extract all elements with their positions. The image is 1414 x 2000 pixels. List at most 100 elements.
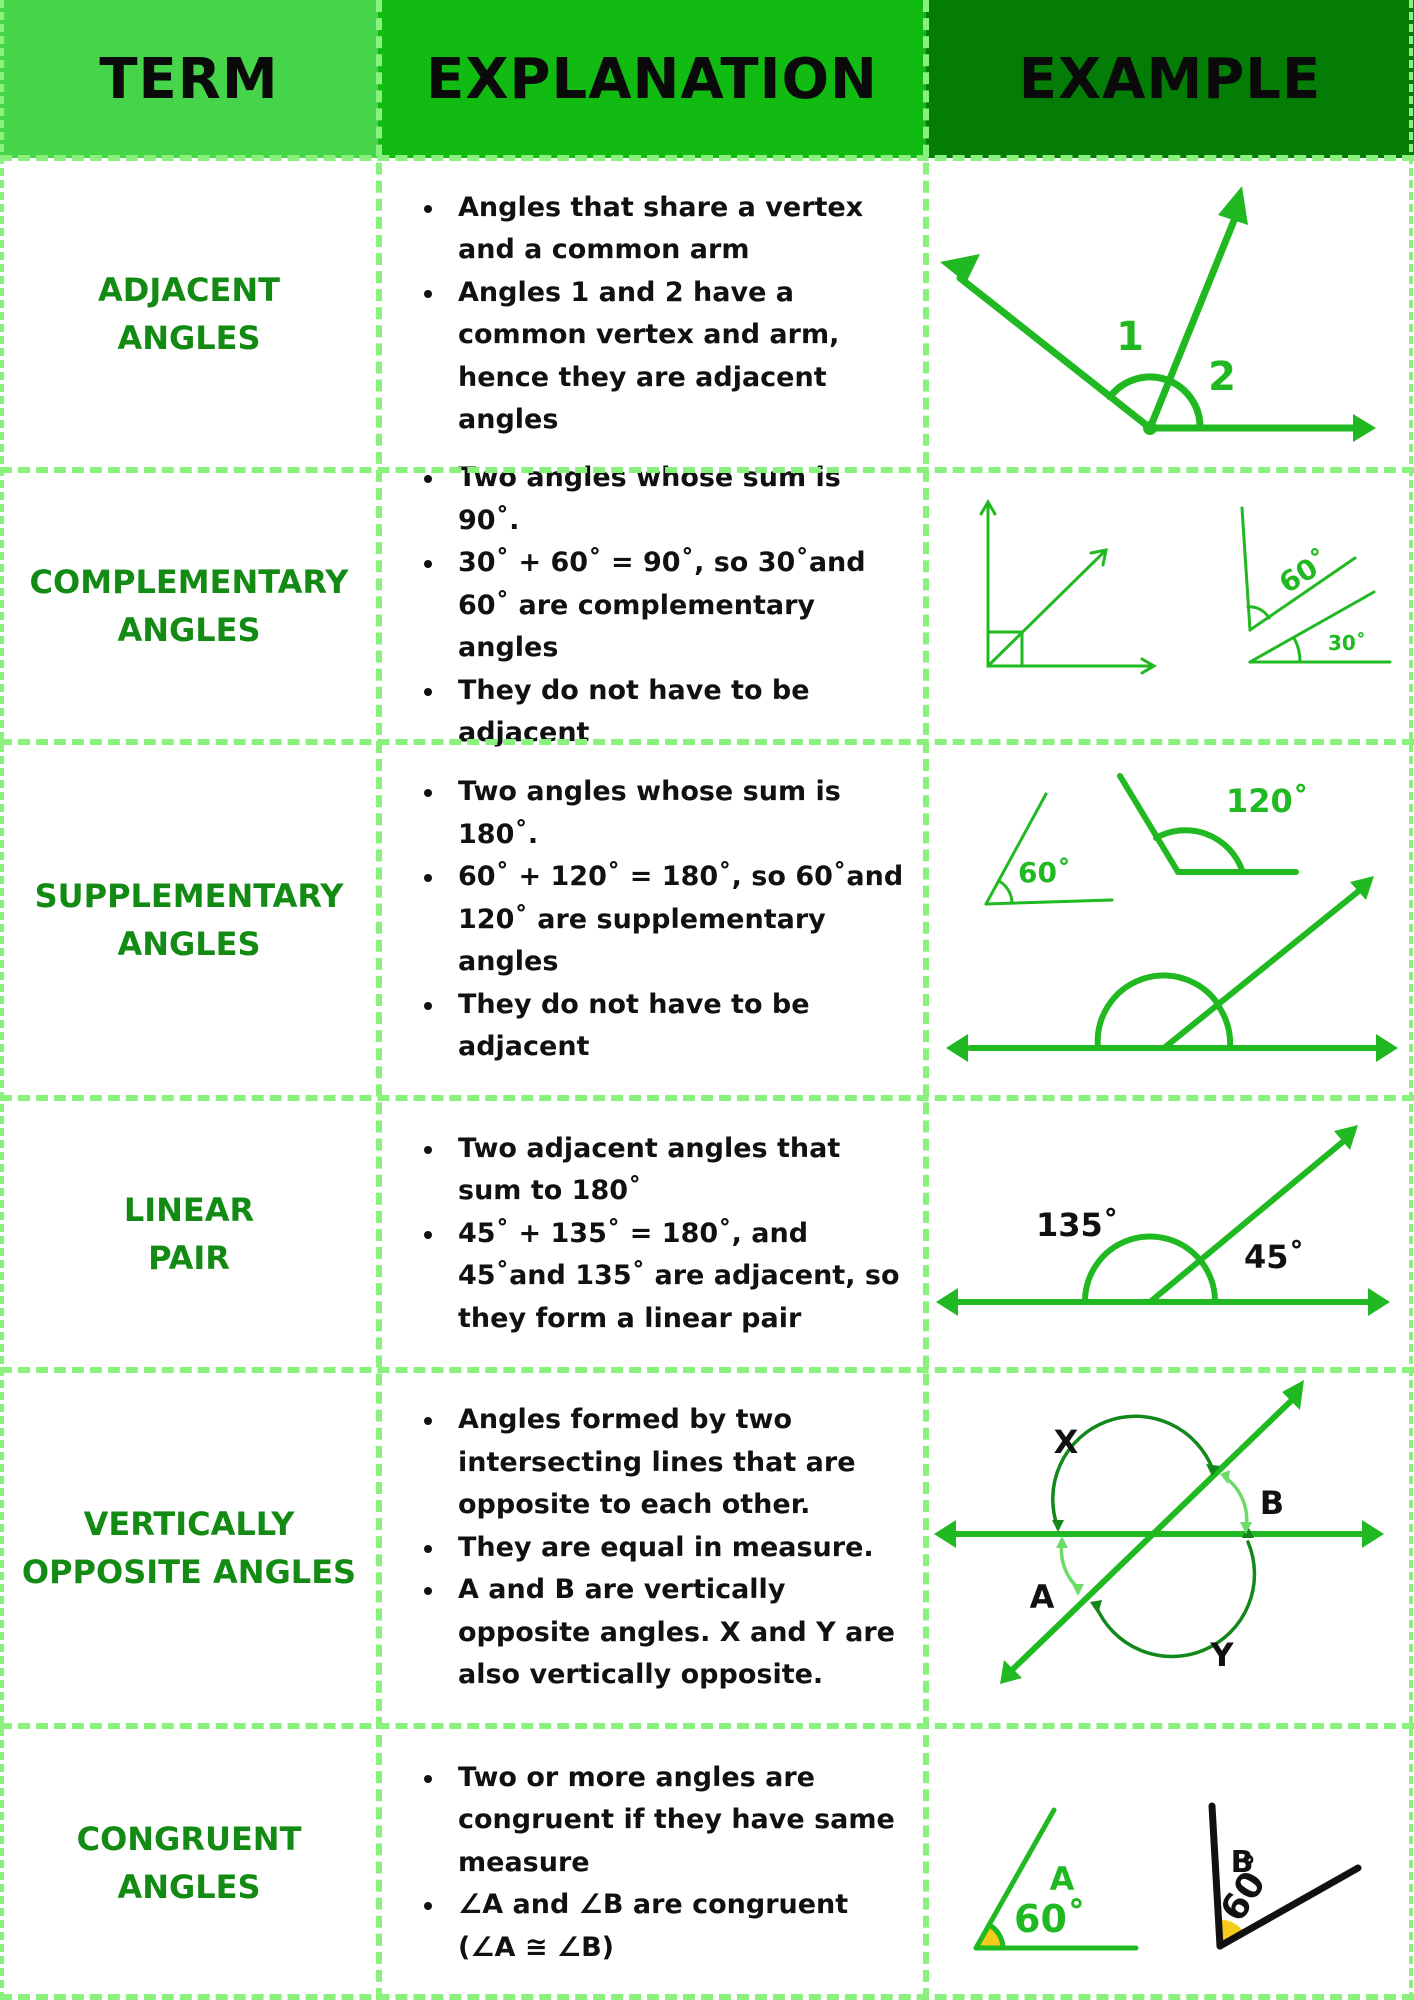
angle-label-x: X [1054, 1423, 1079, 1461]
angle-label-30: 30˚ [1328, 631, 1366, 655]
bullet-item: 60˚ + 120˚ = 180˚, so 60˚and 120˚ are su… [424, 856, 910, 984]
term-linear-pair: LINEAR PAIR [123, 1191, 255, 1277]
term-cell: ADJACENT ANGLES [0, 158, 378, 470]
example-cell: 1 2 [930, 158, 1414, 470]
grid-line [0, 467, 1414, 473]
split-angle-figure [1240, 506, 1392, 664]
header-term: TERM [0, 0, 378, 158]
bullet-item: A and B are vertically opposite angles. … [424, 1569, 910, 1697]
example-cell: X B A Y [930, 1370, 1414, 1726]
bullet-item: 45˚ + 135˚ = 180˚, and 45˚and 135˚ are a… [424, 1213, 910, 1341]
angle-label-120: 120˚ [1226, 782, 1309, 820]
right-angle-figure [979, 499, 1157, 675]
row-complementary-angles: COMPLEMENTARY ANGLES Two angles whose su… [0, 462, 1414, 748]
grid-line [0, 739, 1414, 745]
term-cell: LINEAR PAIR [0, 1098, 378, 1370]
grid-line [0, 1095, 1414, 1101]
arrowhead-right [1353, 414, 1376, 442]
arc-y [1094, 1540, 1257, 1659]
explanation-cell: Two angles whose sum is 180˚. 60˚ + 120˚… [400, 742, 910, 1098]
explanation-cell: Two adjacent angles that sum to 180˚ 45˚… [400, 1098, 910, 1370]
angle-label-60: 60˚ [1018, 856, 1071, 889]
sixty-degree-figure [984, 792, 1114, 906]
arrowhead-ray [1350, 876, 1374, 900]
angle-measure-a: 60˚ [1014, 1897, 1086, 1941]
ray [1147, 1137, 1348, 1305]
term-vertically-opposite-angles: VERTICALLY OPPOSITE ANGLES [21, 1505, 357, 1591]
angle-label-1: 1 [1116, 314, 1144, 360]
bullet-item: Two or more angles are congruent if they… [424, 1757, 910, 1885]
arrowhead-b-end [1240, 1522, 1252, 1534]
grid-line [0, 155, 1414, 161]
bullet-list: Two or more angles are congruent if they… [400, 1757, 910, 1970]
header-example: EXAMPLE [926, 0, 1414, 158]
angle-b-figure [1208, 1802, 1362, 1950]
bullet-list: Angles formed by two intersecting lines … [400, 1399, 910, 1697]
arrowhead-left [934, 1520, 956, 1548]
angle-label-y: Y [1209, 1636, 1234, 1674]
term-cell: VERTICALLY OPPOSITE ANGLES [0, 1370, 378, 1726]
explanation-cell: Two or more angles are congruent if they… [400, 1726, 910, 2000]
bullet-list: Two adjacent angles that sum to 180˚ 45˚… [400, 1128, 910, 1341]
grid-line [0, 1723, 1414, 1729]
bullet-item: Angles that share a vertex and a common … [424, 187, 910, 272]
bullet-item: Two adjacent angles that sum to 180˚ [424, 1128, 910, 1213]
arc-x [1051, 1414, 1215, 1530]
row-supplementary-angles: SUPPLEMENTARY ANGLES Two angles whose su… [0, 742, 1414, 1098]
arrowhead-left [946, 1034, 968, 1062]
angle-label-b: B [1260, 1484, 1284, 1522]
header-explanation: EXPLANATION [378, 0, 926, 158]
arc-135 [1081, 1233, 1203, 1305]
example-cell: 135˚ 45˚ [930, 1098, 1414, 1370]
arrowhead-right [1368, 1288, 1390, 1316]
angle-arc [1106, 373, 1204, 432]
explanation-cell: Two angles whose sum is 90˚. 30˚ + 60˚ =… [400, 462, 910, 748]
example-cell: A 60˚ B 60˚ [930, 1726, 1414, 2000]
example-cell: 60˚ 120˚ [930, 742, 1414, 1098]
arc-a [1059, 1540, 1080, 1590]
grid-line [923, 0, 929, 2000]
combined-angle-figure [967, 887, 1383, 1051]
arrowhead-b-start [1220, 1470, 1230, 1484]
arrowhead-left [936, 1288, 958, 1316]
arc-45 [1197, 1257, 1219, 1305]
term-cell: COMPLEMENTARY ANGLES [0, 470, 378, 742]
arrowhead-up [1282, 1380, 1304, 1410]
arrowhead-a-end [1072, 1584, 1084, 1596]
row-adjacent-angles: ADJACENT ANGLES Angles that share a vert… [0, 158, 1414, 470]
bullet-item: They are equal in measure. [424, 1527, 910, 1570]
linear-pair-diagram: 135˚ 45˚ [936, 1125, 1390, 1316]
example-cell: 60˚ 30˚ [930, 470, 1414, 742]
angle-label-2: 2 [1208, 354, 1236, 400]
term-cell: SUPPLEMENTARY ANGLES [0, 742, 378, 1098]
bullet-item: Angles formed by two intersecting lines … [424, 1399, 910, 1527]
arrowhead-x-start [1052, 1520, 1064, 1532]
arrowhead-y-end [1090, 1600, 1102, 1614]
arm-left [956, 274, 1154, 432]
explanation-cell: Angles that share a vertex and a common … [400, 158, 910, 470]
complementary-angles-diagram: 60˚ 30˚ [979, 499, 1392, 675]
arm-middle [1146, 214, 1239, 432]
bullet-item: Two angles whose sum is 180˚. [424, 771, 910, 856]
term-complementary-angles: COMPLEMENTARY ANGLES [29, 563, 349, 649]
angle-label-a: A [1030, 1578, 1055, 1616]
term-supplementary-angles: SUPPLEMENTARY ANGLES [34, 877, 344, 963]
bullet-item: 30˚ + 60˚ = 90˚, so 30˚and 60˚ are compl… [424, 542, 910, 670]
term-congruent-angles: CONGRUENT ANGLES [76, 1820, 302, 1906]
grid-line [0, 1367, 1414, 1373]
bullet-list: Two angles whose sum is 180˚. 60˚ + 120˚… [400, 771, 910, 1069]
row-vertically-opposite-angles: VERTICALLY OPPOSITE ANGLES Angles formed… [0, 1370, 1414, 1726]
adjacent-angles-diagram: 1 2 [940, 186, 1376, 442]
bullet-item: Angles 1 and 2 have a common vertex and … [424, 272, 910, 442]
term-adjacent-angles: ADJACENT ANGLES [98, 271, 280, 357]
row-congruent-angles: CONGRUENT ANGLES Two or more angles are … [0, 1726, 1414, 2000]
arrowhead-ray [1334, 1125, 1358, 1150]
bullet-item: They do not have to be adjacent [424, 984, 910, 1069]
congruent-angles-diagram: A 60˚ B 60˚ [973, 1802, 1362, 1951]
arrowhead-middle [1218, 186, 1248, 225]
bullet-list: Angles that share a vertex and a common … [400, 187, 910, 442]
angle-label-135: 135˚ [1036, 1206, 1119, 1244]
arrowhead-left [940, 254, 980, 283]
arrowhead-a-start [1056, 1536, 1068, 1548]
